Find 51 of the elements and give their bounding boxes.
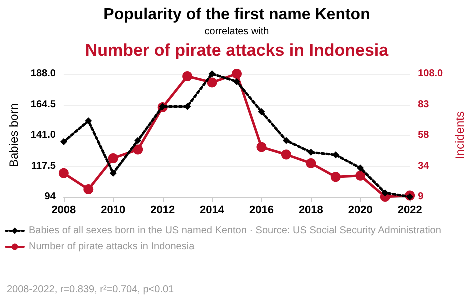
y2-tick-label: 83: [418, 99, 430, 110]
point: [232, 69, 242, 79]
text: 2008-2022, r=0.839, r²=0.704, p<0.01: [7, 284, 175, 296]
y-tick-label: 164.5: [30, 99, 56, 110]
y2-axis-title: Incidents: [453, 111, 467, 160]
point: [85, 118, 92, 125]
point: [234, 78, 240, 86]
point: [357, 164, 364, 172]
point: [356, 170, 366, 181]
point: [258, 108, 266, 116]
point: [134, 137, 142, 144]
point: [60, 138, 68, 146]
x-tick-label: 2014: [200, 204, 226, 216]
y-tick-label: 188.0: [30, 68, 56, 80]
x-tick-label: 2012: [150, 204, 176, 216]
x-tick-label: 2008: [52, 204, 76, 216]
y-tick-label: 141.0: [30, 130, 56, 141]
point: [182, 71, 193, 82]
point: [308, 149, 315, 156]
point: [330, 172, 341, 182]
chart-title: Popularity of the first name Kenton: [104, 6, 370, 24]
point: [110, 170, 117, 177]
point: [208, 70, 216, 78]
y2-tick-label: 34: [418, 160, 430, 172]
x-tick-label: 2022: [398, 204, 422, 216]
point: [133, 144, 144, 155]
text: Number of pirate attacks in Indonesia: [85, 41, 390, 60]
y-axis-title: Babies born: [7, 103, 21, 168]
point: [108, 153, 118, 164]
y2-tick-label: 108.0: [418, 68, 444, 80]
legend-label: Number of pirate attacks in Indonesia: [29, 242, 196, 252]
point: [84, 184, 94, 195]
x-tick-label: 2016: [249, 204, 274, 216]
x-tick-label: 2020: [348, 204, 373, 216]
y2-tick-label: 58: [418, 130, 430, 141]
point: [282, 137, 290, 144]
legend-label: Babies of all sexes born in the US named Kenton · Source: US Social Security Administration: [29, 226, 442, 236]
point: [256, 142, 267, 152]
y2-tick-label: 9: [418, 192, 424, 202]
y-tick-label: 117.5: [31, 160, 56, 172]
point: [382, 190, 389, 197]
point: [281, 150, 292, 160]
point: [306, 158, 316, 168]
y-tick-label: 94: [44, 192, 56, 202]
chart-subtitle: correlates with: [204, 26, 270, 38]
point: [207, 78, 218, 88]
x-tick-label: 2010: [101, 204, 126, 216]
x-tick-label: 2018: [298, 204, 324, 216]
point: [58, 168, 69, 178]
point: [332, 152, 340, 159]
point: [184, 103, 192, 110]
